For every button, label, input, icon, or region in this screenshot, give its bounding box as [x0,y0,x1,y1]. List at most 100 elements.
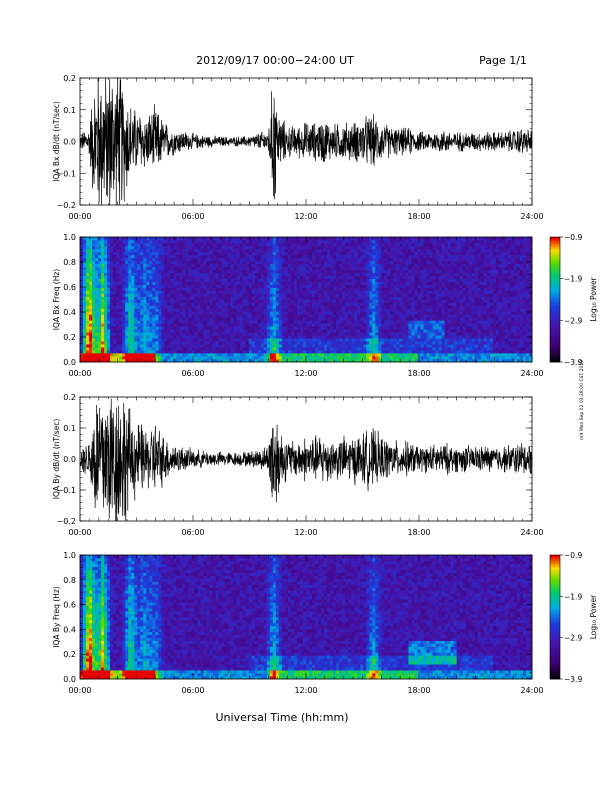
spectrogram-cell [224,242,228,247]
spectrogram-cell [110,257,114,262]
spectrogram-cell [414,260,418,265]
spectrogram-cell [140,356,144,360]
spectrogram-cell [254,269,259,274]
spectrogram-cell [393,266,397,271]
spectrogram-cell [312,275,316,279]
spectrogram-cell [309,237,313,241]
spectrogram-cell [381,237,385,241]
spectrogram-cell [351,356,355,360]
spectrogram-cell [182,338,186,342]
spectrogram-cell [170,281,174,285]
spectrogram-cell [155,266,159,271]
spectrogram-cell [321,341,325,345]
spectrogram-cell [260,284,265,288]
spectrogram-cell [396,245,400,250]
spectrogram-cell [83,248,87,253]
spectrogram-cell [194,278,198,282]
spectrogram-cell [113,263,117,268]
spectrogram-cell [131,311,135,315]
spectrogram-cell [269,320,274,324]
spectrogram-cell [191,323,195,327]
spectrogram-cell [254,320,259,324]
spectrogram-cell [330,296,334,300]
spectrogram-cell [149,245,153,250]
spectrogram-cell [372,320,376,324]
spectrogram-cell [254,326,259,330]
spectrogram-cell [399,329,403,333]
spectrogram-cell [306,269,310,274]
spectrogram-cell [122,299,126,303]
spectrogram-cell [263,284,268,288]
spectrogram-cell [248,305,253,309]
spectrogram-cell [206,269,210,274]
spectrogram-cell [200,329,204,333]
spectrogram-cell [372,263,376,268]
spectrogram-cell [333,237,337,241]
spectrogram-cell [248,237,253,241]
spectrogram-cell [104,353,108,357]
spectrogram-cell [140,272,144,276]
spectrogram-cell [384,314,388,318]
spectrogram-cell [149,251,153,256]
spectrogram-cell [293,237,298,241]
spectrogram-cell [348,290,352,294]
spectrogram-cell [366,356,370,360]
spectrogram-cell [176,347,180,351]
spectrogram-cell [284,290,289,294]
spectrogram-cell [266,341,271,345]
spectrogram-cell [215,263,219,268]
spectrogram-cell [372,353,376,357]
spectrogram-cell [420,338,424,342]
spectrogram-cell [128,338,132,342]
spectrogram-cell [134,272,138,276]
spectrogram-cell [417,335,421,339]
spectrogram-cell [239,272,244,276]
spectrogram-cell [284,251,289,256]
spectrogram-cell [110,290,114,294]
spectrogram-cell [215,281,219,285]
spectrogram-cell [411,311,415,315]
spectrogram-cell [414,281,418,285]
spectrogram-cell [89,284,93,288]
spectrogram-cell [233,353,237,357]
spectrogram-cell [110,323,114,327]
spectrogram-cell [188,347,192,351]
spectrogram-cell [251,239,256,244]
spectrogram-cell [227,299,231,303]
spectrogram-cell [402,281,406,285]
spectrogram-cell [137,347,141,351]
spectrogram-cell [122,293,126,297]
spectrogram-cell [378,308,382,312]
spectrogram-cell [239,260,244,265]
spectrogram-cell [110,326,114,330]
spectrogram-cell [209,350,213,354]
spectrogram-cell [369,251,373,256]
spectrogram-cell [95,332,99,336]
spectrogram-cell [372,299,376,303]
spectrogram-cell [299,293,304,297]
spectrogram-cell [143,260,147,265]
spectrogram-cell [251,317,256,321]
spectrogram-cell [134,251,138,256]
spectrogram-cell [281,290,286,294]
spectrogram-cell [209,275,213,279]
spectrogram-cell [402,314,406,318]
spectrogram-cell [293,287,298,291]
spectrogram-cell [369,260,373,265]
spectrogram-cell [405,299,409,303]
spectrogram-cell [191,278,195,282]
spectrogram-cell [107,296,111,300]
spectrogram-cell [318,359,322,363]
spectrogram-cell [152,242,156,247]
spectrogram-cell [101,287,105,291]
spectrogram-cell [396,305,400,309]
spectrogram-cell [218,320,222,324]
spectrogram-cell [363,284,367,288]
spectrogram-cell [173,281,177,285]
spectrogram-cell [342,308,346,312]
spectrogram-cell [242,302,247,306]
spectrogram-cell [92,245,96,250]
spectrogram-cell [414,308,418,312]
spectrogram-cell [417,257,421,262]
spectrogram-cell [224,335,228,339]
